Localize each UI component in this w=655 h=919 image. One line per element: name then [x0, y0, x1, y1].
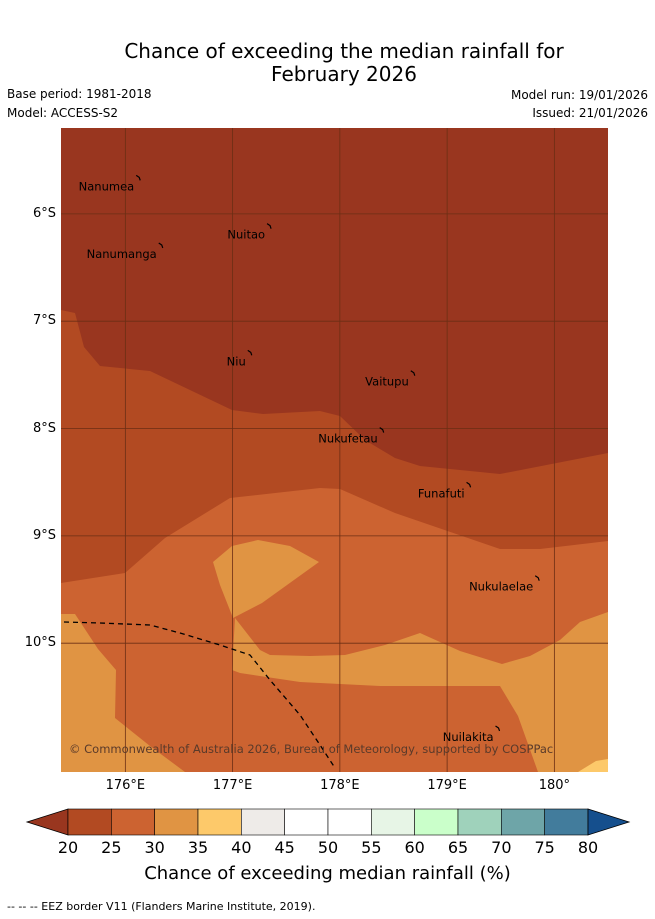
island-label: Funafuti — [418, 486, 465, 500]
island-nuitao: Nuitao — [227, 223, 272, 242]
issued-date: Issued: 21/01/2026 — [532, 106, 648, 120]
colorbar-segment — [111, 808, 155, 836]
colorbar-tick-label: 25 — [101, 838, 122, 857]
colorbar — [25, 808, 631, 836]
lat-tick-label: 6°S — [32, 205, 56, 221]
colorbar-segment — [67, 808, 112, 836]
colorbar-tick-label: 65 — [447, 838, 469, 857]
eez-border — [63, 621, 336, 769]
band-30-35-south — [61, 612, 608, 772]
lon-tick-label: 177°E — [212, 778, 253, 793]
colorbar-tick-label: 35 — [187, 838, 209, 857]
colorbar-segments — [67, 808, 589, 836]
colorbar-tick-label: 50 — [317, 838, 339, 857]
band-25-30 — [61, 488, 608, 772]
colorbar-segment — [197, 808, 242, 836]
island-outline — [158, 242, 164, 249]
colorbar-tick-label: 55 — [361, 838, 382, 857]
colorbar-tick-label: 60 — [404, 838, 425, 857]
colorbar-over-arrow — [587, 808, 631, 836]
island-nanumea: Nanumea — [79, 174, 141, 193]
lat-tick-label: 9°S — [32, 527, 56, 543]
island-funafuti: Funafuti — [418, 481, 472, 500]
band-30-35-north — [213, 540, 319, 618]
colorbar-segment — [414, 808, 459, 836]
colorbar-segment — [457, 808, 502, 836]
colorbar-tick-label: 70 — [491, 838, 512, 857]
lat-tick-label: 7°S — [32, 313, 56, 329]
island-niu: Niu — [227, 349, 253, 368]
island-label: Nuitao — [227, 228, 265, 242]
lon-tick-label: 176°E — [105, 778, 146, 793]
lon-tick-label: 179°E — [427, 778, 467, 793]
island-label: Nanumanga — [87, 247, 157, 261]
island-label: Vaitupu — [365, 375, 409, 389]
colorbar-tick-label: 45 — [274, 838, 295, 857]
island-label: Niu — [227, 354, 246, 368]
colorbar-segment — [371, 808, 415, 836]
island-outline — [266, 223, 272, 229]
colorbar-segment — [284, 808, 329, 836]
island-outline — [466, 481, 472, 488]
colorbar-tick-label: 30 — [144, 838, 165, 857]
colorbar-segment — [501, 808, 545, 836]
island-nuilakita: Nuilakita — [443, 725, 501, 744]
colorbar-segment — [241, 808, 285, 836]
island-label: Nuilakita — [443, 730, 494, 744]
colorbar-tick-label: 75 — [534, 838, 555, 857]
colorbar-tick-label: 20 — [57, 838, 79, 857]
colorbar-under-arrow — [25, 808, 69, 836]
footer-note: -- -- -- EEZ border V11 (Flanders Marine… — [7, 900, 316, 913]
island-label: Nukulaelae — [469, 580, 533, 594]
island-label: Nukufetau — [318, 432, 377, 446]
island-outline — [534, 575, 540, 581]
copyright-notice: © Commonwealth of Australia 2026, Bureau… — [69, 742, 553, 756]
island-outline — [495, 725, 501, 732]
probability-bands — [61, 128, 608, 772]
colorbar-tick-label: 40 — [231, 838, 252, 857]
lon-tick-label: 178°E — [320, 778, 360, 793]
colorbar-segment — [544, 808, 589, 836]
chart-title: Chance of exceeding the median rainfall … — [0, 40, 655, 86]
lat-tick-label: 8°S — [32, 420, 56, 436]
colorbar-segment — [154, 808, 199, 836]
island-outline — [247, 349, 253, 356]
lon-tick-label: 180° — [538, 778, 571, 793]
island-vaitupu: Vaitupu — [365, 370, 416, 389]
model-name: Model: ACCESS-S2 — [7, 106, 119, 120]
graticule — [61, 128, 608, 772]
title-line-2: February 2026 — [271, 62, 417, 86]
island-nukulaelae: Nukulaelae — [469, 575, 540, 594]
island-outline — [135, 174, 141, 181]
lat-tick-label: 10°S — [24, 635, 56, 651]
island-nanumanga: Nanumanga — [87, 242, 164, 261]
island-outline — [379, 427, 385, 433]
island-layer: Nanumea Nuitao Nanumanga Niu Vaitupu Nukufeta… — [79, 174, 540, 744]
title-line-1: Chance of exceeding the median rainfall … — [124, 39, 564, 63]
island-label: Nanumea — [79, 179, 135, 193]
model-run: Model run: 19/01/2026 — [510, 88, 648, 102]
colorbar-segment — [327, 808, 372, 836]
base-period: Base period: 1981-2018 — [7, 87, 152, 101]
colorbar-title: Chance of exceeding median rainfall (%) — [144, 863, 511, 884]
colorbar-tick-label: 80 — [577, 838, 599, 857]
band-35-40 — [578, 759, 608, 772]
island-outline — [410, 370, 416, 376]
island-nukufetau: Nukufetau — [318, 427, 385, 446]
